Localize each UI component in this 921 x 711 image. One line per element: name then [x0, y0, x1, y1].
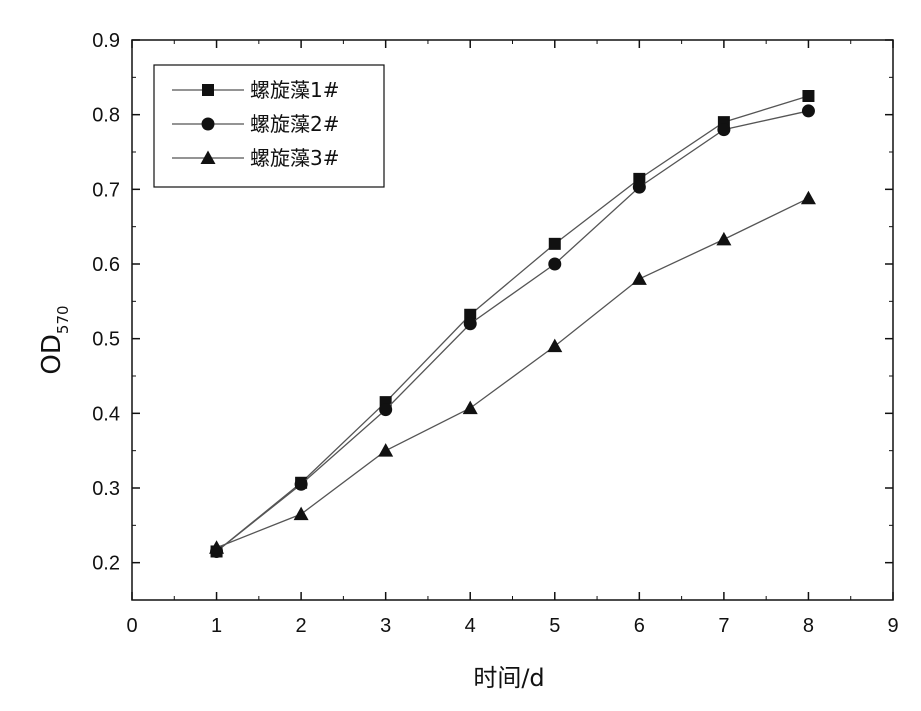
data-point [632, 271, 647, 285]
data-point [716, 232, 731, 246]
y-axis-title-sub: 570 [54, 305, 72, 334]
x-tick-label: 4 [465, 615, 476, 637]
data-point [464, 317, 477, 330]
y-tick-label: 0.8 [92, 105, 120, 127]
legend: 螺旋藻1# 螺旋藻2# 螺旋藻3# [154, 65, 384, 187]
data-point [463, 401, 478, 415]
data-point [295, 478, 308, 491]
legend-label: 螺旋藻2# [250, 112, 339, 136]
x-tick-label: 2 [296, 615, 307, 637]
data-point [379, 403, 392, 416]
y-tick-label: 0.2 [92, 553, 120, 575]
x-tick-label: 0 [126, 615, 137, 637]
x-tick-label: 3 [380, 615, 391, 637]
y-axis-title-main: OD [37, 334, 67, 375]
y-tick-label: 0.9 [92, 30, 120, 52]
legend-label: 螺旋藻1# [250, 78, 339, 102]
x-tick-label: 1 [211, 615, 222, 637]
data-point [378, 443, 393, 457]
y-tick-label: 0.7 [92, 179, 120, 201]
x-tick-label: 9 [887, 615, 898, 637]
y-tick-label: 0.6 [92, 254, 120, 276]
y-tick-label: 0.3 [92, 478, 120, 500]
data-point [801, 191, 816, 205]
data-point [547, 339, 562, 353]
y-tick-label: 0.5 [92, 329, 120, 351]
x-tick-label: 7 [718, 615, 729, 637]
data-point [294, 507, 309, 521]
series-line [217, 198, 809, 547]
data-point [549, 238, 561, 250]
legend-marker [202, 84, 214, 96]
data-point [802, 104, 815, 117]
y-tick-label: 0.4 [92, 403, 120, 425]
data-point [802, 90, 814, 102]
x-tick-label: 8 [803, 615, 814, 637]
legend-label: 螺旋藻3# [250, 146, 339, 170]
series-3 [209, 191, 816, 554]
x-tick-label: 6 [634, 615, 645, 637]
data-point [633, 181, 646, 194]
y-axis-title: OD570 [37, 305, 72, 374]
data-point [717, 123, 730, 136]
legend-marker [202, 118, 215, 131]
x-tick-label: 5 [549, 615, 560, 637]
x-axis-title: 时间/d [473, 664, 544, 692]
data-point [548, 258, 561, 271]
